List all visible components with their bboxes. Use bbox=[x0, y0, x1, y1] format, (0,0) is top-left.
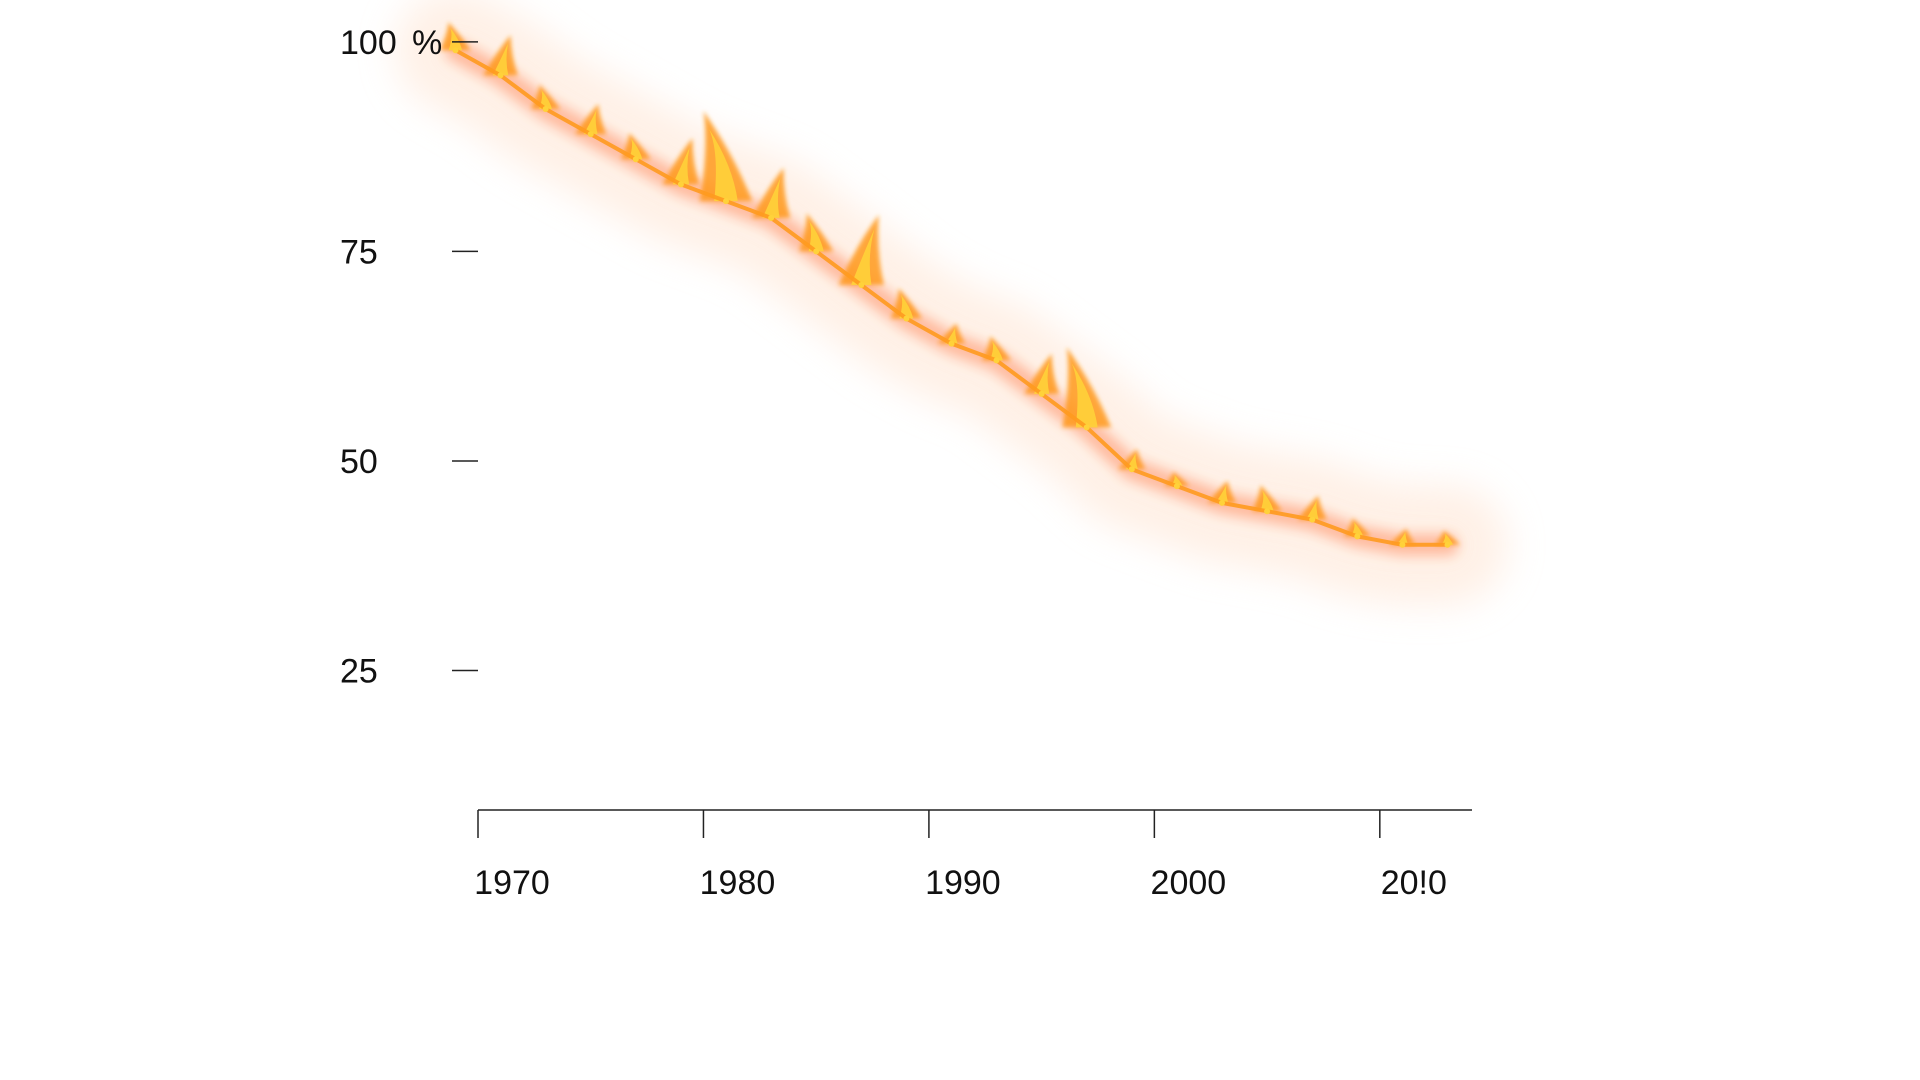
flame-tongue bbox=[575, 104, 607, 135]
flame-tongue bbox=[838, 214, 884, 285]
plot-area bbox=[395, 0, 1508, 605]
flame-core bbox=[1441, 533, 1454, 545]
data-point bbox=[1309, 516, 1316, 523]
flame-core bbox=[448, 27, 463, 51]
flame-core bbox=[1033, 361, 1050, 394]
flame-core bbox=[629, 138, 643, 160]
x-axis: 1970 1980 1990 2000 20!0 bbox=[474, 809, 1472, 902]
y-tick-label: 100 bbox=[340, 24, 397, 62]
data-point bbox=[1264, 508, 1271, 515]
data-point bbox=[768, 214, 775, 221]
data-point bbox=[1038, 390, 1045, 397]
data-point bbox=[903, 315, 910, 322]
flame-core bbox=[762, 177, 781, 218]
flame-haze bbox=[395, 0, 1508, 605]
y-tick-label: 50 bbox=[340, 443, 378, 481]
data-point bbox=[587, 131, 594, 138]
flame-tongue bbox=[752, 167, 791, 218]
data-point bbox=[993, 357, 1000, 364]
data-point bbox=[1354, 533, 1361, 540]
flame-tongue bbox=[662, 138, 700, 185]
data-point bbox=[452, 47, 459, 54]
flame-core bbox=[990, 341, 1003, 361]
data-point bbox=[677, 181, 684, 188]
x-tick-label: 1970 bbox=[474, 864, 550, 902]
flame-tongue bbox=[1297, 495, 1327, 520]
flame-core bbox=[1305, 500, 1319, 520]
flame-core bbox=[492, 43, 509, 76]
flame-tongue bbox=[483, 35, 518, 76]
data-point bbox=[1444, 541, 1451, 548]
flame-core bbox=[808, 221, 824, 252]
flame-core bbox=[851, 228, 875, 285]
y-tick-label: 75 bbox=[340, 233, 378, 271]
data-point bbox=[948, 340, 955, 347]
flame-tongue bbox=[1062, 347, 1112, 428]
data-point bbox=[1219, 499, 1225, 506]
flame-core bbox=[672, 147, 690, 185]
data-point bbox=[1083, 424, 1090, 431]
flame-core bbox=[583, 110, 598, 135]
flame-core bbox=[1396, 531, 1409, 545]
y-unit-label: % bbox=[412, 24, 442, 62]
y-axis: 25 50 75 100% bbox=[340, 24, 478, 690]
data-point bbox=[1173, 483, 1180, 490]
flame-core bbox=[1260, 490, 1274, 512]
data-point bbox=[497, 72, 504, 79]
flame-core bbox=[899, 294, 914, 319]
flame-core bbox=[1215, 485, 1229, 503]
data-point bbox=[858, 282, 865, 288]
flame-tongue bbox=[699, 111, 753, 202]
data-point bbox=[1399, 541, 1406, 548]
flame-core bbox=[1351, 521, 1364, 537]
y-tick-label: 25 bbox=[340, 652, 378, 690]
flame-core bbox=[1071, 363, 1098, 428]
data-point bbox=[1128, 466, 1135, 473]
flame-tongue bbox=[1208, 480, 1236, 503]
data-point bbox=[813, 248, 820, 255]
data-point bbox=[632, 156, 639, 163]
x-tick-label: 1980 bbox=[700, 864, 776, 902]
x-tick-label: 2000 bbox=[1151, 864, 1227, 902]
data-point bbox=[723, 198, 729, 205]
x-tick-label: 20!0 bbox=[1381, 864, 1447, 902]
flame-tongue bbox=[1024, 353, 1059, 394]
flame-tongue bbox=[1389, 528, 1416, 545]
data-point bbox=[542, 106, 549, 112]
flame-core bbox=[709, 129, 738, 202]
x-tick-label: 1990 bbox=[925, 864, 1001, 902]
